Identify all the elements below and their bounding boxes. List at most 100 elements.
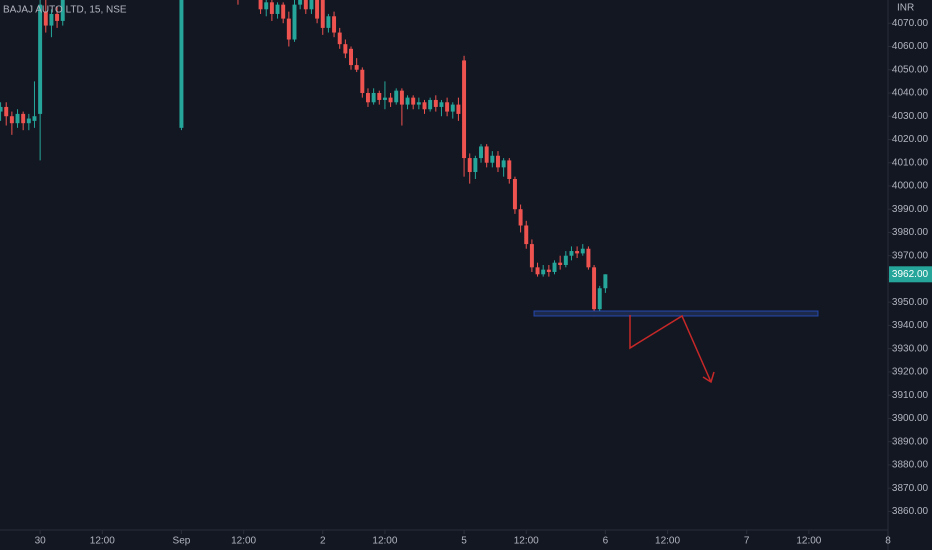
candle-body (490, 155, 495, 163)
symbol-title: BAJAJ AUTO LTD, 15, NSE (3, 5, 127, 16)
candle-body (264, 2, 269, 10)
candle-body (388, 97, 393, 103)
candle-body (309, 0, 314, 10)
y-tick-label: 3890.00 (892, 436, 929, 447)
x-tick-label: 5 (461, 536, 467, 547)
candle-body (479, 146, 484, 159)
y-tick-label: 3950.00 (892, 297, 929, 308)
candle-body (535, 267, 540, 275)
y-tick-label: 3980.00 (892, 227, 929, 238)
candle-body (292, 4, 297, 40)
y-tick-label: 3910.00 (892, 390, 929, 401)
candle-body (343, 44, 348, 54)
candle-body (377, 92, 382, 100)
candle-body (26, 118, 31, 124)
candle-body (603, 274, 608, 289)
y-tick-label: 4030.00 (892, 111, 929, 122)
candle-body (394, 90, 399, 103)
drawn-arrow (629, 314, 712, 383)
candle-body (4, 106, 9, 117)
candle-body (38, 4, 43, 114)
candle-body (450, 104, 455, 112)
candle-body (541, 269, 546, 275)
y-tick-label: 4000.00 (892, 181, 929, 192)
candle-body (501, 160, 506, 168)
y-tick-label: 3920.00 (892, 367, 929, 378)
y-tick-label: 4040.00 (892, 88, 929, 99)
y-tick-label: 4060.00 (892, 41, 929, 52)
candle-body (275, 4, 280, 14)
x-tick-label: 8 (885, 536, 891, 547)
y-tick-label: 3930.00 (892, 343, 929, 354)
candle-body (484, 146, 489, 163)
candle-body (337, 32, 342, 45)
candle-body (405, 97, 410, 105)
y-tick-label: 3940.00 (892, 320, 929, 331)
x-tick-label: 12:00 (514, 536, 539, 547)
candle-body (326, 16, 331, 28)
y-tick-label: 3970.00 (892, 250, 929, 261)
candle-body (320, 0, 325, 28)
candle-body (43, 11, 48, 26)
x-tick-label: 7 (744, 536, 750, 547)
candle-body (512, 178, 517, 210)
candle-body (456, 104, 461, 114)
x-tick-label: 12:00 (231, 536, 256, 547)
candle-body (422, 102, 427, 110)
candle-body (467, 158, 472, 173)
y-tick-label: 4070.00 (892, 18, 929, 29)
candle-body (563, 255, 568, 265)
candle-body (286, 18, 291, 40)
candle-body (462, 60, 467, 159)
support-zone (533, 310, 819, 317)
candle-body (365, 92, 370, 103)
candle-body (529, 244, 534, 268)
candle-body (416, 102, 421, 105)
candle-body (315, 0, 320, 19)
y-tick-label: 4050.00 (892, 64, 929, 75)
y-tick-label: 3900.00 (892, 413, 929, 424)
candle-body (354, 65, 359, 70)
candle-body (32, 116, 37, 121)
candle-body (360, 69, 365, 93)
candle-body (399, 90, 404, 105)
candle-body (496, 155, 500, 168)
candle-body (597, 288, 602, 310)
candle-body (473, 158, 478, 173)
plot-area (0, 0, 608, 317)
candle-body (382, 97, 387, 100)
candle-body (15, 113, 20, 124)
candle-body (9, 116, 14, 124)
candle-body (21, 113, 26, 124)
y-tick-label: 3860.00 (892, 506, 929, 517)
candle-body (55, 13, 60, 21)
candle-body (546, 269, 551, 272)
candle-body (507, 160, 512, 179)
x-tick-label: Sep (173, 536, 191, 547)
candle-body (575, 251, 580, 254)
candle-body (371, 92, 376, 103)
y-tick-label: 4010.00 (892, 157, 929, 168)
candle-body (552, 262, 557, 272)
candle-body (332, 16, 337, 33)
candle-body (524, 225, 529, 245)
last-price-tag (889, 266, 932, 283)
candle-body (586, 248, 591, 268)
candle-body (439, 102, 444, 107)
x-tick-label: 12:00 (90, 536, 115, 547)
candle-body (179, 0, 184, 128)
y-tick-label: 3870.00 (892, 483, 929, 494)
candle-body (281, 4, 286, 19)
candle-body (580, 248, 585, 254)
candle-body (258, 0, 263, 10)
candle-body (433, 99, 438, 107)
y-tick-label: 3990.00 (892, 204, 929, 215)
candle-body (592, 267, 597, 310)
x-tick-label: 12:00 (655, 536, 680, 547)
candle-body (445, 102, 450, 112)
last-price-label: 3962.00 (892, 269, 929, 280)
candle-body (60, 0, 65, 21)
candle-body (569, 251, 574, 256)
